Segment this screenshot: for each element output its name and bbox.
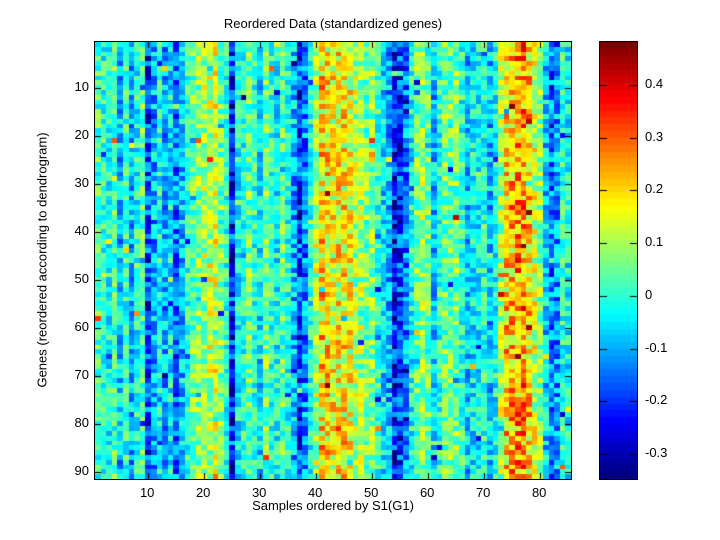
x-tick-label-40: 40 <box>307 485 323 500</box>
y-tick-label-30: 30 <box>74 174 89 190</box>
x-tick-label-70: 70 <box>475 485 491 500</box>
x-tick-label-50: 50 <box>363 485 379 500</box>
x-tick-label-60: 60 <box>419 485 435 500</box>
y-tick-label-20: 20 <box>74 126 89 142</box>
heatmap-canvas[interactable] <box>95 42 571 479</box>
colorbar-canvas <box>600 42 637 479</box>
colorbar-tick-label--0.2: -0.2 <box>645 392 668 408</box>
colorbar-tick-label-0.3: 0.3 <box>645 128 664 144</box>
x-axis-label: Samples ordered by S1(G1) <box>252 498 414 513</box>
y-tick-label-70: 70 <box>74 366 89 382</box>
colorbar-tick-label--0.1: -0.1 <box>645 339 668 355</box>
colorbar-tick-label-0: 0 <box>645 286 653 302</box>
colorbar-tick-label-0.4: 0.4 <box>645 75 664 91</box>
x-tick-label-80: 80 <box>531 485 547 500</box>
x-tick-label-20: 20 <box>195 485 211 500</box>
colorbar-tick-label--0.3: -0.3 <box>645 445 668 461</box>
y-tick-label-90: 90 <box>74 462 89 478</box>
x-tick-label-30: 30 <box>251 485 267 500</box>
y-tick-label-80: 80 <box>74 414 89 430</box>
colorbar <box>599 41 638 480</box>
y-tick-label-40: 40 <box>74 222 89 238</box>
colorbar-tick-label-0.1: 0.1 <box>645 234 664 250</box>
y-axis-label-text: Genes (reordered according to dendrogram… <box>34 132 50 388</box>
colorbar-tick-label-0.2: 0.2 <box>645 181 664 197</box>
heatmap-plot-area[interactable] <box>94 41 572 480</box>
chart-title: Reordered Data (standardized genes) <box>223 16 443 31</box>
y-tick-label-60: 60 <box>74 318 89 334</box>
x-tick-label-10: 10 <box>139 485 155 500</box>
y-tick-label-10: 10 <box>74 78 89 94</box>
y-tick-label-50: 50 <box>74 270 89 286</box>
